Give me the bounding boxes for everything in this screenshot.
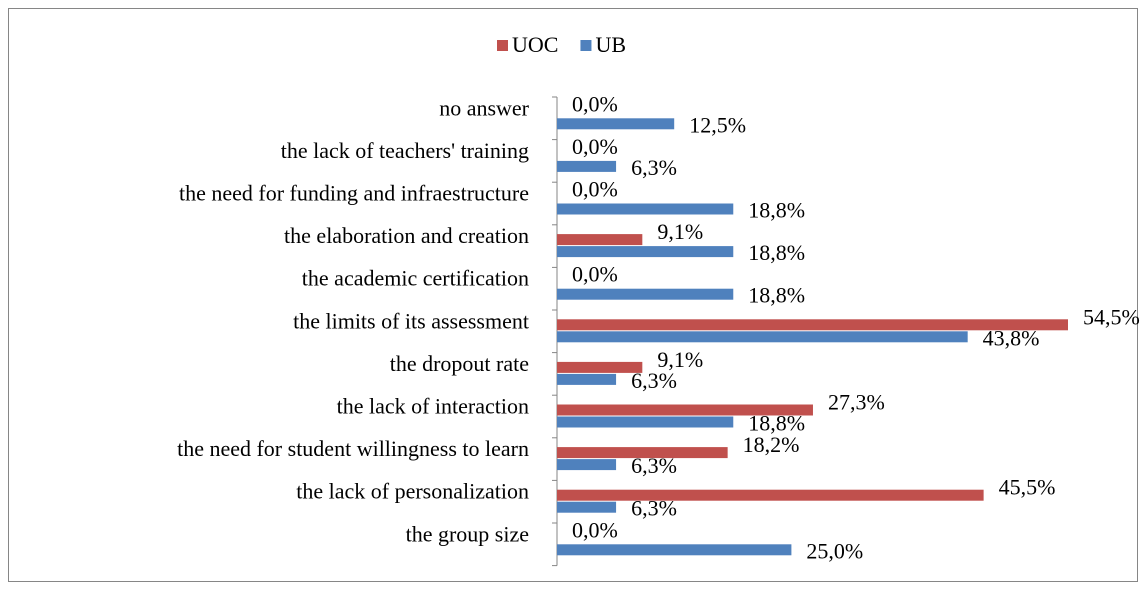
bar	[557, 404, 813, 416]
value-label: 6,3%	[631, 368, 677, 393]
y-tick-label: the dropout rate	[390, 351, 529, 376]
bar	[557, 489, 984, 501]
bar	[557, 416, 734, 428]
bar	[557, 160, 617, 172]
y-tick-label: the lack of teachers' training	[281, 138, 529, 163]
value-label: 18,2%	[743, 432, 800, 457]
value-label: 43,8%	[983, 325, 1040, 350]
value-label: 25,0%	[806, 538, 863, 563]
y-tick-label: the need for funding and infraestructure	[179, 181, 529, 206]
y-tick-label: no answer	[439, 95, 529, 120]
value-label: 6,3%	[631, 453, 677, 478]
bar	[557, 459, 617, 471]
legend-label: UOC	[512, 32, 558, 57]
legend-label: UB	[595, 32, 626, 57]
bar	[557, 447, 728, 459]
y-tick-label: the limits of its assessment	[293, 308, 529, 333]
y-tick-label: the academic certification	[302, 266, 529, 291]
bar	[557, 319, 1068, 331]
value-label: 18,8%	[748, 198, 805, 223]
value-label: 18,8%	[748, 240, 805, 265]
bar	[557, 501, 617, 513]
bar	[557, 288, 734, 300]
value-label: 54,5%	[1083, 304, 1140, 329]
value-label: 0,0%	[572, 177, 618, 202]
bar	[557, 373, 617, 385]
y-tick-label: the group size	[406, 521, 529, 546]
value-label: 0,0%	[572, 91, 618, 116]
value-label: 9,1%	[657, 219, 703, 244]
y-tick-label: the need for student willingness to lear…	[177, 436, 529, 461]
value-label: 45,5%	[999, 475, 1056, 500]
bar	[557, 246, 734, 258]
value-label: 18,8%	[748, 283, 805, 308]
bar	[557, 544, 792, 556]
y-tick-label: the lack of interaction	[337, 394, 529, 419]
bar	[557, 234, 643, 246]
value-label: 27,3%	[828, 390, 885, 415]
bar	[557, 118, 675, 130]
value-label: 18,8%	[748, 411, 805, 436]
bar	[557, 361, 643, 373]
legend-swatch	[580, 40, 592, 51]
legend-swatch	[497, 40, 508, 51]
value-label: 12,5%	[689, 112, 746, 137]
y-tick-label: the elaboration and creation	[284, 223, 529, 248]
value-label: 0,0%	[572, 517, 618, 542]
value-label: 9,1%	[657, 347, 703, 372]
value-label: 0,0%	[572, 262, 618, 287]
value-label: 6,3%	[631, 496, 677, 521]
bar	[557, 331, 968, 343]
bar	[557, 203, 734, 215]
y-tick-label: the lack of personalization	[296, 479, 529, 504]
value-label: 6,3%	[631, 155, 677, 180]
value-label: 0,0%	[572, 134, 618, 159]
